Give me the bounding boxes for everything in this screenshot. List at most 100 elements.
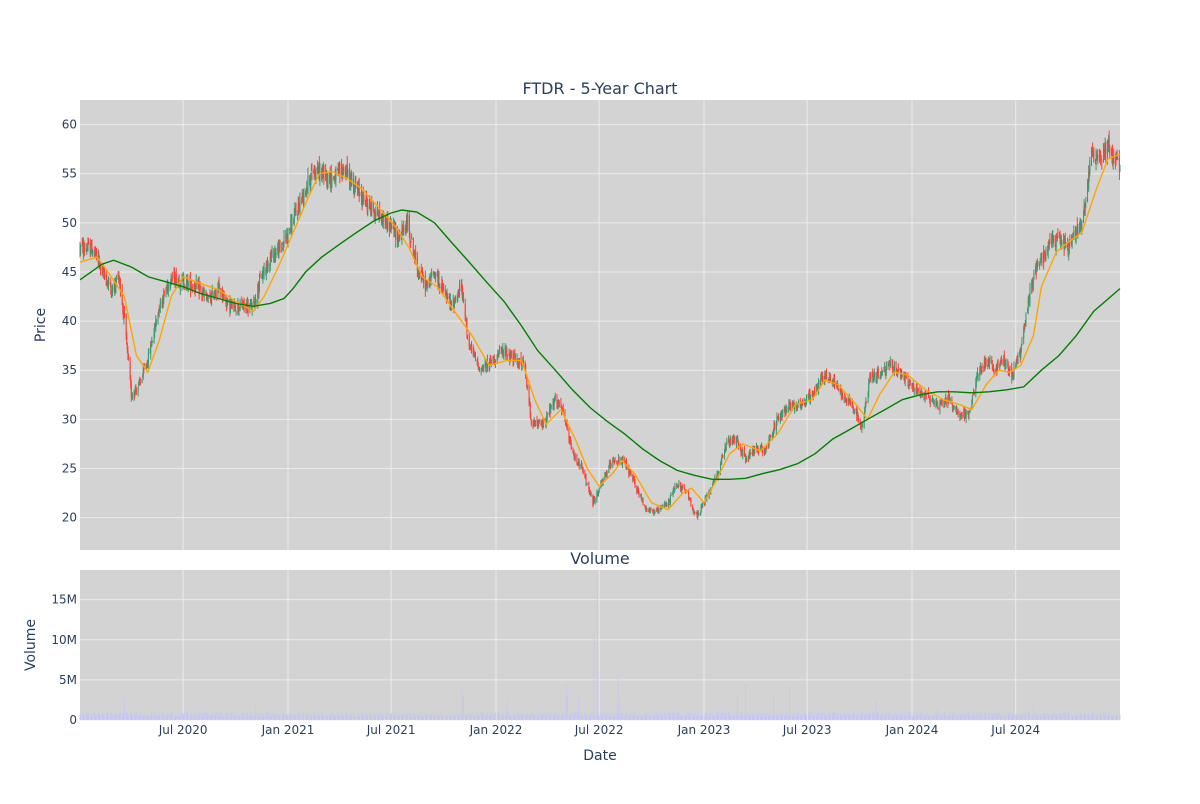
volume-bar xyxy=(591,713,592,720)
candle-body xyxy=(641,495,642,498)
volume-bar xyxy=(583,716,584,720)
candle-body xyxy=(152,341,153,342)
candle-down xyxy=(475,352,476,362)
candle-body xyxy=(84,249,85,250)
candle-body xyxy=(310,173,311,185)
candle-up xyxy=(256,299,257,305)
candle-up xyxy=(874,368,875,381)
volume-bar xyxy=(802,716,803,720)
candle-down xyxy=(942,399,943,406)
candle-up xyxy=(291,214,292,233)
volume-bar xyxy=(523,714,524,720)
candle-body xyxy=(838,389,839,390)
candle-body xyxy=(721,458,722,462)
candle-body xyxy=(490,358,491,360)
volume-bar xyxy=(694,712,695,720)
candle-down xyxy=(136,387,137,395)
volume-bar xyxy=(148,715,149,720)
candle-down xyxy=(531,419,532,427)
volume-bar xyxy=(850,714,851,720)
candle-up xyxy=(152,341,153,343)
candle-body xyxy=(1089,160,1090,174)
candle-body xyxy=(200,286,201,289)
candle-body xyxy=(260,276,261,277)
candle-body xyxy=(575,456,576,459)
candle-down xyxy=(866,402,867,403)
candle-body xyxy=(439,287,440,288)
volume-bar xyxy=(687,712,688,720)
candle-body xyxy=(555,395,556,398)
candle-body xyxy=(770,436,771,438)
volume-bar xyxy=(683,716,684,720)
volume-axis-label: Volume xyxy=(23,619,39,671)
candle-body xyxy=(874,374,875,377)
candle-down xyxy=(682,483,683,488)
candle-body xyxy=(865,407,866,408)
volume-bar xyxy=(575,712,576,720)
candle-up xyxy=(902,375,903,377)
date-tick-label: Jul 2024 xyxy=(990,723,1040,737)
candle-body xyxy=(1049,239,1050,241)
candle-down xyxy=(986,358,987,367)
candle-up xyxy=(519,358,520,369)
candle-down xyxy=(128,353,129,360)
volume-bar xyxy=(140,713,141,720)
volume-bar xyxy=(491,713,492,720)
candle-body xyxy=(938,408,939,409)
candle-body xyxy=(136,390,137,392)
volume-bar xyxy=(714,717,715,720)
candle-up xyxy=(351,171,352,187)
candle-body xyxy=(411,242,412,243)
candle-body xyxy=(826,371,827,379)
candle-up xyxy=(331,174,332,188)
candle-body xyxy=(781,413,782,416)
candle-up xyxy=(92,249,93,257)
candle-up xyxy=(742,449,743,459)
candle-body xyxy=(443,289,444,291)
volume-bar xyxy=(451,715,452,720)
candle-body xyxy=(1014,367,1015,378)
candle-body xyxy=(172,277,173,278)
volume-bar xyxy=(854,714,855,720)
candle-up xyxy=(611,463,612,467)
volume-bar xyxy=(156,714,157,720)
candle-body xyxy=(822,376,823,377)
price-tick-label: 25 xyxy=(62,461,77,475)
candle-down xyxy=(698,513,699,515)
candle-up xyxy=(854,409,855,415)
candle-body xyxy=(1021,339,1022,345)
candle-body xyxy=(479,368,480,372)
candle-up xyxy=(347,169,348,178)
volume-bar xyxy=(814,715,815,720)
candle-body xyxy=(527,385,528,388)
volume-bar xyxy=(750,715,751,720)
candle-body xyxy=(635,482,636,488)
candle-body xyxy=(862,426,863,427)
volume-bar xyxy=(100,715,101,720)
candle-body xyxy=(140,382,141,383)
candle-down xyxy=(220,288,221,298)
candle-body xyxy=(670,494,671,496)
candle-body xyxy=(359,194,360,195)
candle-body xyxy=(463,292,464,302)
volume-bar xyxy=(343,715,344,720)
candle-body xyxy=(86,251,87,252)
candle-down xyxy=(583,467,584,474)
volume-bar xyxy=(543,714,544,720)
volume-bar xyxy=(789,686,790,720)
volume-bar xyxy=(527,714,528,720)
candle-body xyxy=(471,345,472,349)
candle-body xyxy=(774,424,775,430)
candle-body xyxy=(268,264,269,268)
candle-body xyxy=(131,385,132,398)
volume-bar xyxy=(479,716,480,720)
candle-body xyxy=(519,358,520,364)
candle-body xyxy=(1113,157,1114,164)
candle-up xyxy=(607,471,608,479)
candle-body xyxy=(407,216,408,230)
candle-body xyxy=(379,209,380,218)
volume-bar xyxy=(188,715,189,720)
volume-bar xyxy=(264,716,265,720)
price-tick-label: 60 xyxy=(62,118,77,132)
candle-down xyxy=(224,291,225,299)
